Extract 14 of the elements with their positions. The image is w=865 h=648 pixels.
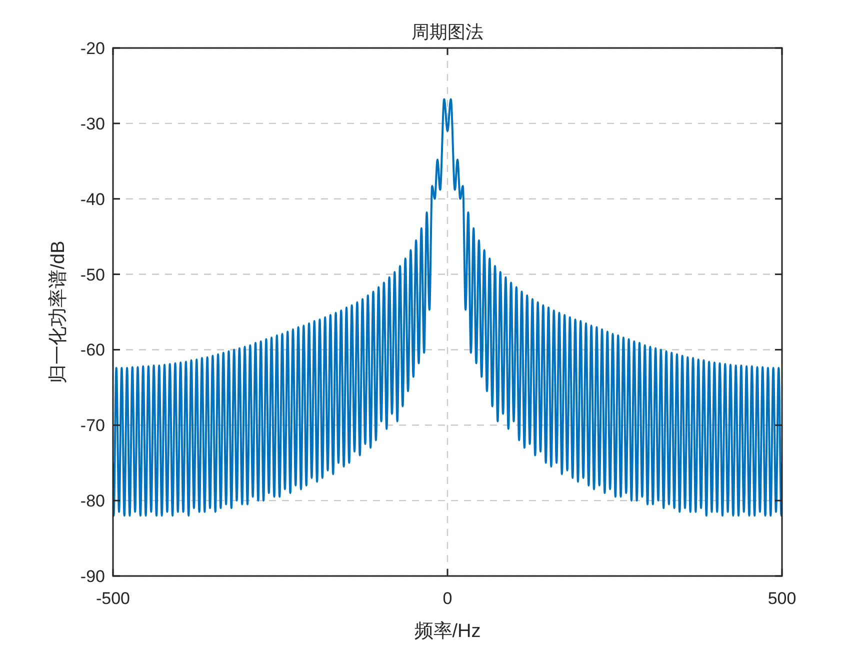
x-tick-label: 500 bbox=[768, 589, 796, 608]
x-tick-label: 0 bbox=[442, 589, 452, 608]
x-axis-title: 频率/Hz bbox=[414, 620, 481, 642]
chart-title: 周期图法 bbox=[412, 22, 484, 42]
x-tick-label: -500 bbox=[96, 589, 130, 608]
y-tick-label: -80 bbox=[80, 492, 105, 511]
y-axis-title: 归一化功率谱/dB bbox=[47, 240, 69, 384]
y-tick-label: -50 bbox=[80, 265, 105, 284]
y-tick-label: -40 bbox=[80, 190, 105, 209]
y-tick-label: -90 bbox=[80, 567, 105, 586]
y-tick-label: -30 bbox=[80, 114, 105, 134]
y-tick-label: -20 bbox=[80, 39, 105, 58]
y-tick-label: -60 bbox=[80, 340, 105, 360]
y-tick-label: -70 bbox=[80, 416, 105, 436]
